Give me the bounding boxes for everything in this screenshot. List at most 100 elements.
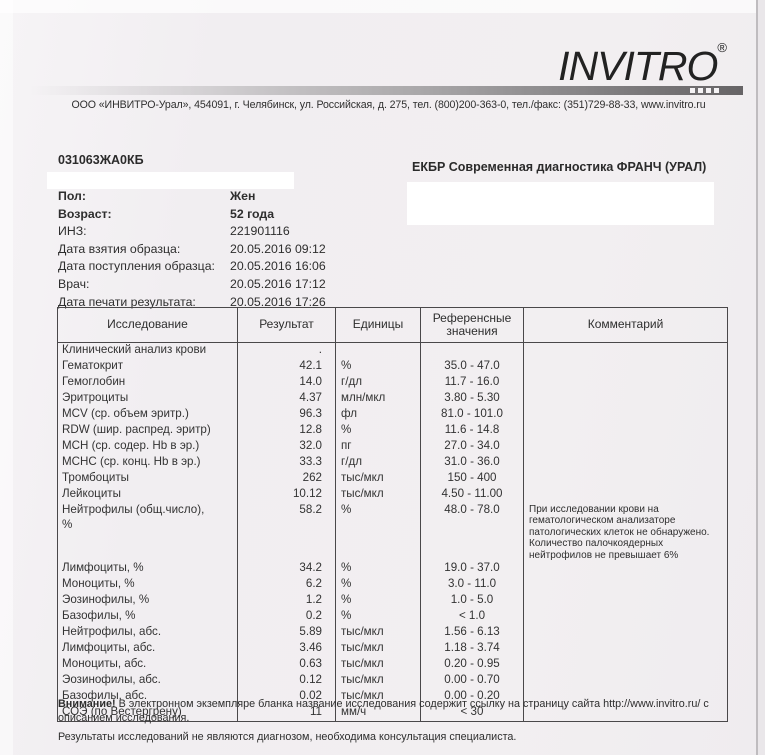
cell-reference: 150 - 400 <box>420 471 524 487</box>
cell-reference: 31.0 - 36.0 <box>420 455 524 471</box>
cell-name: Эритроциты <box>57 391 238 407</box>
cell-comment <box>524 593 728 609</box>
cell-name: Гемоглобин <box>57 375 238 391</box>
results-table: Исследование Результат Единицы Референсн… <box>57 307 728 723</box>
cell-result: 10.12 <box>237 487 336 503</box>
info-label: Возраст: <box>58 206 112 221</box>
table-row: Базофилы, абс. 0.02 тыс/мкл 0.00 - 0.20 <box>57 689 728 706</box>
cell-result: 0.63 <box>237 657 336 674</box>
table-row: Гемоглобин 14.0 г/дл 11.7 - 16.0 <box>57 375 728 391</box>
cell-units: пг <box>335 439 421 455</box>
table-row: Эритроциты 4.37 млн/мкл 3.80 - 5.30 <box>57 391 728 407</box>
table-row: Лимфоциты, абс. 3.46 тыс/мкл 1.18 - 3.74 <box>57 641 728 658</box>
info-label: Пол: <box>58 189 86 203</box>
cell-name: Нейтрофилы (общ.число), % <box>57 503 238 562</box>
cell-reference: < 30 <box>420 705 524 722</box>
patient-info-row: Дата взятия образца: 20.05.2016 09:12 <box>58 242 418 260</box>
footer-warning: Внимание! В электронном экземпляре бланк… <box>58 698 722 725</box>
info-label: ИНЗ: <box>58 224 87 239</box>
cell-name: СОЭ (по Вестергрену) <box>57 705 238 722</box>
cell-result: 11 <box>237 705 336 722</box>
cell-units: % <box>335 577 421 594</box>
cell-name: Базофилы, абс. <box>57 689 238 706</box>
cell-result: 0.12 <box>237 673 336 690</box>
cell-comment <box>524 641 728 657</box>
cell-result: 1.2 <box>237 593 336 610</box>
cell-comment <box>524 673 728 689</box>
cell-comment <box>524 455 728 471</box>
table-row: Эозинофилы, абс. 0.12 тыс/мкл 0.00 - 0.70 <box>57 673 728 690</box>
table-row: MCV (ср. объем эритр.) 96.3 фл 81.0 - 101.0 <box>57 407 728 423</box>
table-row: MCHC (ср. конц. Hb в эр.) 33.3 г/дл 31.0 - … <box>57 455 728 471</box>
cell-name: Гематокрит <box>57 359 238 375</box>
info-value: Жен <box>230 189 256 203</box>
cell-comment <box>524 343 728 360</box>
cell-result: 96.3 <box>237 407 336 423</box>
cell-units: % <box>335 503 421 562</box>
cell-comment <box>524 471 728 487</box>
info-value: 20.05.2016 17:12 <box>230 276 326 291</box>
cell-reference: 48.0 - 78.0 <box>420 503 524 562</box>
cell-result: 58.2 <box>237 503 336 562</box>
cell-name: Моноциты, абс. <box>57 657 238 674</box>
table-header-row: Исследование Результат Единицы Референсн… <box>57 307 728 343</box>
table-row: Клинический анализ крови. <box>57 342 728 360</box>
cell-name: Лейкоциты <box>57 487 238 503</box>
cell-units: тыс/мкл <box>335 673 421 690</box>
cell-result: 262 <box>237 471 336 487</box>
cell-name: Лимфоциты, % <box>57 561 238 578</box>
scan-edge-top <box>0 0 765 13</box>
cell-units: % <box>335 609 421 626</box>
cell-name: Эозинофилы, % <box>57 593 238 610</box>
cell-result: 14.0 <box>237 375 336 391</box>
cell-units: фл <box>335 407 421 423</box>
cell-reference: 1.0 - 5.0 <box>420 593 524 610</box>
cell-name: Клинический анализ крови <box>57 342 238 359</box>
cell-reference: < 1.0 <box>420 609 524 626</box>
cell-reference: 11.7 - 16.0 <box>420 375 524 391</box>
cell-result: 33.3 <box>237 455 336 471</box>
scan-edge-line <box>756 0 758 755</box>
invitro-logo: INVITRO® <box>558 40 727 90</box>
cell-reference: 0.00 - 0.20 <box>420 689 524 706</box>
cell-reference: 27.0 - 34.0 <box>420 439 524 455</box>
cell-comment <box>524 609 728 625</box>
cell-comment <box>524 423 728 439</box>
patient-code: 031063ЖА0КБ <box>58 153 144 167</box>
cell-units: тыс/мкл <box>335 487 421 503</box>
column-header-study: Исследование <box>57 307 238 343</box>
cell-result: 0.02 <box>237 689 336 706</box>
cell-result: 5.89 <box>237 625 336 642</box>
cell-name: MCH (ср. содер. Hb в эр.) <box>57 439 238 455</box>
cell-units: % <box>335 423 421 439</box>
cell-reference: 1.56 - 6.13 <box>420 625 524 642</box>
cell-reference: 1.18 - 3.74 <box>420 641 524 658</box>
cell-name: Эозинофилы, абс. <box>57 673 238 690</box>
cell-comment <box>524 561 728 577</box>
cell-units: млн/мкл <box>335 391 421 407</box>
info-label: Дата печати результата: <box>58 294 196 309</box>
table-row: Лейкоциты 10.12 тыс/мкл 4.50 - 11.00 <box>57 487 728 503</box>
cell-comment <box>524 577 728 593</box>
cell-units: % <box>335 359 421 375</box>
cell-comment: При исследовании крови на гематологическ… <box>529 504 710 561</box>
cell-units: г/дл <box>335 455 421 471</box>
table-row: Эозинофилы, % 1.2% 1.0 - 5.0 <box>57 593 728 610</box>
info-value: 20.05.2016 17:26 <box>230 294 326 309</box>
lab-address: ООО «ИНВИТРО-Урал», 454091, г. Челябинск… <box>71 99 706 111</box>
cell-name: Базофилы, % <box>57 609 238 626</box>
cell-result: 4.37 <box>237 391 336 407</box>
cell-name: MCHC (ср. конц. Hb в эр.) <box>57 455 238 471</box>
footer-warning-text: В электронном экземпляре бланка название… <box>58 698 709 724</box>
table-row: Лимфоциты, % 34.2% 19.0 - 37.0 <box>57 561 728 578</box>
cell-units: тыс/мкл <box>335 641 421 658</box>
cell-units: тыс/мкл <box>335 471 421 487</box>
cell-name: Нейтрофилы, абс. <box>57 625 238 642</box>
cell-units: тыс/мкл <box>335 657 421 674</box>
cell-result: . <box>237 342 336 359</box>
cell-comment <box>524 391 728 407</box>
info-value: 20.05.2016 09:12 <box>230 241 326 256</box>
cell-reference: 19.0 - 37.0 <box>420 561 524 578</box>
registered-trademark-icon: ® <box>717 40 727 55</box>
